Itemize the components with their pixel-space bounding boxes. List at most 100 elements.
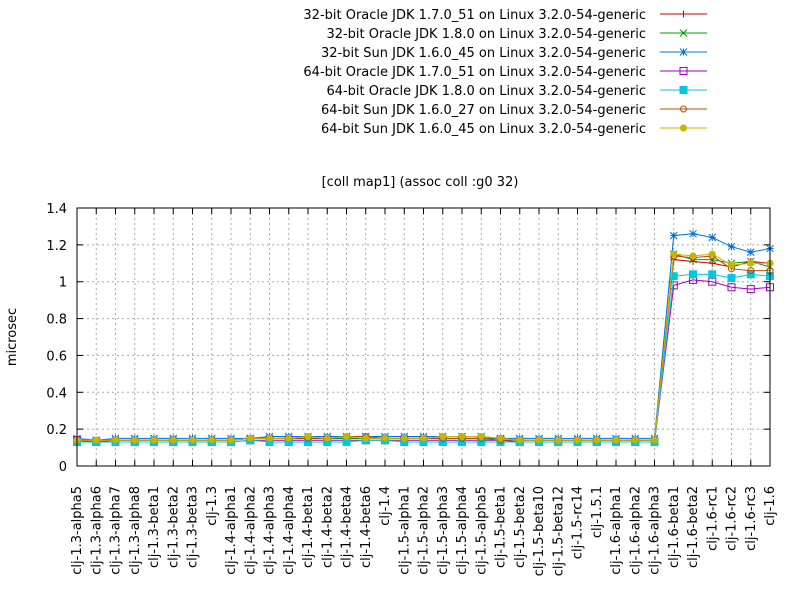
data-point [689, 252, 697, 260]
x-tick-label: clj-1.4-beta6 [359, 486, 374, 568]
data-point [727, 242, 736, 251]
x-tick-label: clj-1.3-alpha7 [109, 486, 124, 575]
x-tick-label: clj-1.4-alpha2 [243, 486, 258, 575]
y-tick-label: 0.4 [46, 386, 67, 401]
x-tick-label: clj-1.5-alpha1 [397, 486, 412, 575]
data-point [92, 436, 100, 444]
x-tick-label: clj-1.6-alpha2 [628, 486, 643, 575]
data-point [689, 270, 697, 279]
legend-item: 64-bit Oracle JDK 1.8.0 on Linux 3.2.0-5… [326, 84, 707, 99]
data-point [266, 434, 273, 442]
x-tick-label: clj-1.5-beta1 [494, 486, 509, 568]
data-point [728, 261, 735, 269]
legend-swatch-marker [679, 86, 688, 94]
x-tick-label: clj-1.4-alpha1 [224, 486, 239, 575]
x-tick-label: clj-1.6-rc1 [705, 486, 720, 551]
chart-title: [coll map1] (assoc coll :g0 32) [322, 175, 519, 190]
legend-swatch-marker [680, 124, 687, 132]
legend: 32-bit Oracle JDK 1.7.0_51 on Linux 3.2.… [303, 8, 707, 137]
data-point [285, 434, 293, 442]
data-point [381, 434, 389, 442]
x-tick-label: clj-1.5-beta12 [551, 486, 566, 576]
series-3 [73, 229, 774, 445]
legend-item: 32-bit Oracle JDK 1.8.0 on Linux 3.2.0-5… [326, 27, 707, 42]
legend-item: 32-bit Sun JDK 1.6.0_45 on Linux 3.2.0-5… [321, 46, 707, 61]
data-point [631, 436, 639, 444]
legend-swatch-marker [679, 48, 688, 56]
data-point [747, 267, 755, 275]
x-tick-label: clj-1.5-beta10 [532, 486, 547, 576]
data-point [497, 434, 504, 442]
legend-swatch-marker [679, 29, 688, 37]
x-tick-label: clj-1.5-alpha5 [474, 486, 489, 575]
data-point [477, 433, 485, 441]
data-point [343, 433, 350, 441]
data-point [458, 433, 466, 441]
x-tick-label: clj-1.3-beta1 [147, 486, 162, 568]
y-axis-ticks: 0 0.2 0.4 0.6 0.8 1 1.2 1.4 [46, 202, 770, 475]
legend-item: 64-bit Oracle JDK 1.7.0_51 on Linux 3.2.… [303, 65, 707, 80]
y-tick-label: 0.2 [46, 423, 67, 438]
data-point [746, 285, 755, 294]
x-tick-label: clj-1.3-alpha8 [128, 486, 143, 575]
legend-label: 64-bit Oracle JDK 1.7.0_51 on Linux 3.2.… [303, 65, 646, 80]
data-point [689, 229, 697, 238]
x-tick-label: clj-1.6-alpha1 [609, 486, 624, 575]
x-tick-label: clj-1.4-beta4 [340, 486, 355, 568]
data-point [420, 434, 427, 442]
plot-frame [76, 207, 771, 467]
data-point [708, 259, 716, 267]
data-point [112, 436, 119, 444]
x-tick-label: clj-1.6 [763, 486, 778, 526]
legend-label: 32-bit Oracle JDK 1.8.0 on Linux 3.2.0-5… [326, 27, 646, 42]
x-tick-label: clj-1.5-alpha4 [455, 486, 470, 575]
y-tick-label: 1.4 [46, 202, 67, 217]
legend-item: 32-bit Oracle JDK 1.7.0_51 on Linux 3.2.… [303, 8, 707, 23]
data-point [727, 274, 736, 283]
data-point [208, 436, 216, 444]
grid [77, 208, 770, 466]
legend-item: 64-bit Sun JDK 1.6.0_27 on Linux 3.2.0-5… [321, 103, 707, 118]
y-axis-label: microsec [5, 308, 20, 366]
data-point [246, 434, 254, 442]
data-point [439, 433, 447, 441]
x-tick-label: clj-1.4-beta2 [320, 486, 335, 568]
x-tick-label: clj-1.6-alpha3 [648, 486, 663, 575]
y-tick-label: 0 [59, 460, 67, 475]
data-point [227, 436, 235, 444]
data-point [323, 434, 331, 442]
legend-label: 64-bit Oracle JDK 1.8.0 on Linux 3.2.0-5… [326, 84, 646, 99]
data-point [593, 436, 601, 444]
data-point [747, 259, 755, 267]
x-tick-label: clj-1.4-alpha3 [263, 486, 278, 575]
x-tick-label: clj-1.4-alpha4 [282, 486, 297, 575]
legend-swatch-marker [679, 67, 688, 75]
data-point [708, 250, 716, 258]
data-point [669, 231, 678, 240]
x-tick-label: clj-1.3-alpha5 [70, 486, 85, 575]
x-tick-label: clj-1.6-rc2 [725, 486, 740, 551]
x-tick-label: clj-1.6-beta1 [667, 486, 682, 568]
data-point [150, 436, 158, 444]
x-tick-label: clj-1.3 [205, 486, 220, 526]
x-tick-label: clj-1.3-beta3 [186, 486, 201, 568]
data-point [169, 436, 177, 444]
data-point [400, 434, 408, 442]
x-tick-label: clj-1.5-beta2 [513, 486, 528, 568]
data-point [516, 436, 524, 444]
y-tick-label: 0.8 [46, 313, 67, 328]
data-point [574, 436, 581, 444]
data-point [708, 270, 717, 279]
legend-label: 32-bit Sun JDK 1.6.0_45 on Linux 3.2.0-5… [321, 46, 646, 61]
x-tick-label: clj-1.4-beta1 [301, 486, 316, 568]
data-point [554, 436, 562, 444]
data-point [131, 436, 139, 444]
legend-label: 64-bit Sun JDK 1.6.0_27 on Linux 3.2.0-5… [321, 103, 646, 118]
data-point [708, 233, 717, 242]
x-axis-ticks: clj-1.3-alpha5 clj-1.3-alpha6 clj-1.3-alph… [70, 208, 778, 576]
x-tick-label: clj-1.5-alpha3 [436, 486, 451, 575]
x-tick-label: clj-1.5-alpha2 [417, 486, 432, 575]
legend-swatch-marker [680, 105, 687, 113]
data-point [189, 436, 196, 444]
